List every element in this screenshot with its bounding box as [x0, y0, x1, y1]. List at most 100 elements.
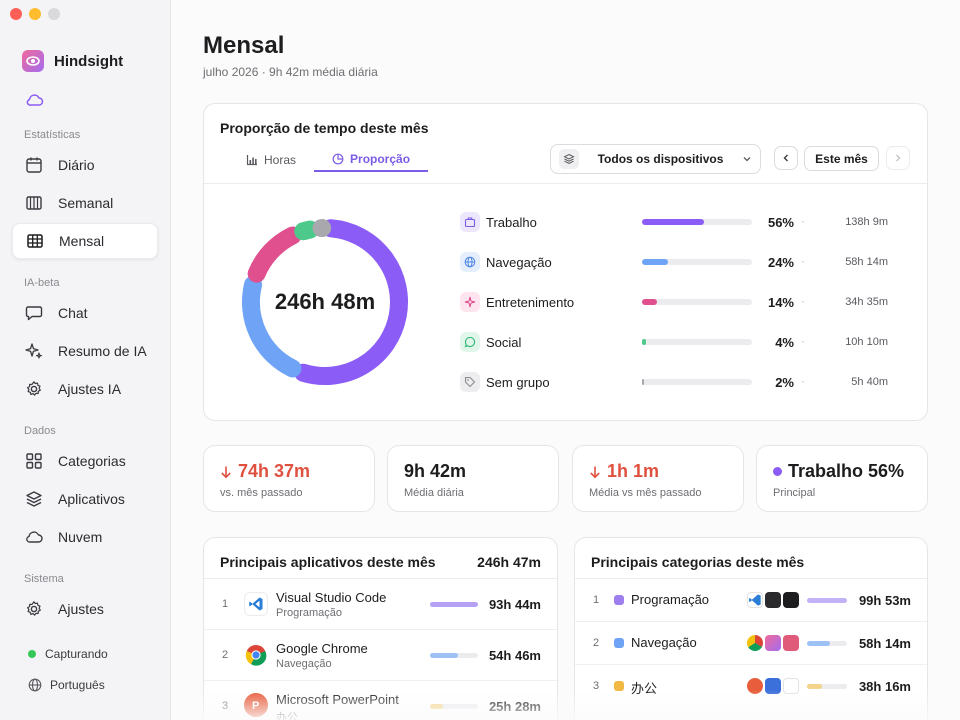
eye-logo-icon	[22, 50, 44, 72]
proportion-card-title: Proporção de tempo deste mês	[220, 120, 429, 136]
donut-segment-navegação[interactable]	[242, 275, 302, 378]
category-row-entretenimento[interactable]: Entretenimento 14% · 34h 35m	[460, 290, 900, 314]
category-bar-fill	[642, 379, 645, 385]
table-row[interactable]: 1 Visual Studio Code Programação 93h 44m	[204, 579, 557, 630]
view-tabs: Horas Proporção	[228, 148, 429, 172]
donut-segment-trabalho[interactable]	[294, 219, 408, 385]
category-row-social[interactable]: Social 4% · 10h 10m	[460, 330, 900, 354]
category-bar-fill	[642, 299, 658, 305]
minimize-window-button[interactable]	[29, 8, 41, 20]
sidebar-item-label: Semanal	[58, 195, 114, 211]
sidebar-item-label: Ajustes IA	[58, 381, 122, 397]
sidebar-item-settings[interactable]: Ajustes	[12, 591, 158, 627]
sidebar-item-weekly[interactable]: Semanal	[12, 185, 158, 221]
gear-icon	[27, 601, 41, 616]
app-category: Programação	[276, 607, 343, 619]
table-row[interactable]: 1 Programação 99h 53m	[575, 579, 927, 622]
chevron-down-icon	[743, 157, 751, 162]
row-rank: 1	[222, 598, 229, 610]
category-name: Sem grupo	[486, 374, 550, 390]
section-label-ai: IA-beta	[24, 277, 60, 289]
app-time: 54h 46m	[488, 648, 541, 663]
next-period-button[interactable]	[886, 146, 910, 170]
category-bar	[642, 299, 752, 305]
category-swatch	[614, 638, 624, 648]
sidebar-item-ai-settings[interactable]: Ajustes IA	[12, 371, 158, 407]
stat-label: Principal	[773, 487, 816, 499]
globe-icon	[28, 678, 42, 692]
app-name: Microsoft PowerPoint	[276, 692, 399, 707]
sidebar-item-ai-summary[interactable]: Resumo de IA	[12, 333, 158, 369]
sidebar-item-apps[interactable]: Aplicativos	[12, 481, 158, 517]
language-switcher[interactable]: Português	[28, 678, 105, 692]
sidebar-item-daily[interactable]: Diário	[12, 147, 158, 183]
bar-chart-icon	[246, 155, 257, 166]
top-categories-title: Principais categorias deste mês	[591, 554, 805, 570]
category-row-sem-grupo[interactable]: Sem grupo 2% · 5h 40m	[460, 370, 900, 394]
category-app-icons	[747, 678, 799, 694]
table-row[interactable]: 3 办公 38h 16m	[575, 665, 927, 708]
top-apps-card: Principais aplicativos deste mês 246h 47…	[203, 537, 558, 720]
sidebar-item-label: Chat	[58, 305, 88, 321]
window-controls	[10, 8, 60, 20]
tab-hours-label: Horas	[264, 153, 297, 167]
sidebar-item-cloud[interactable]: Nuvem	[12, 519, 158, 555]
list-divider	[204, 578, 557, 579]
stat-card-top-category: Trabalho 56% Principal	[756, 445, 928, 512]
brand-name: Hindsight	[54, 52, 124, 70]
close-window-button[interactable]	[10, 8, 22, 20]
grid-icon	[27, 234, 43, 248]
vscode-icon	[747, 592, 763, 608]
stat-value-text: 74h 37m	[238, 461, 311, 481]
vscode-icon	[244, 592, 268, 616]
tab-hours[interactable]: Horas	[228, 148, 314, 172]
table-row[interactable]: 3 P Microsoft PowerPoint 办公 25h 28m	[204, 681, 557, 720]
stat-card-average-vs-last-month: 1h 1m Média vs mês passado	[572, 445, 744, 512]
category-row-navegação[interactable]: Navegação 24% · 58h 14m	[460, 250, 900, 274]
app-name: Visual Studio Code	[276, 590, 387, 605]
capture-status: Capturando	[28, 647, 108, 661]
stat-card-daily-average: 9h 42m Média diária	[387, 445, 559, 512]
language-label: Português	[50, 678, 105, 692]
section-label-data: Dados	[24, 425, 56, 437]
page-subtitle: julho 2026 · 9h 42m média diária	[203, 65, 378, 79]
category-percent: 14%	[767, 294, 794, 310]
cloud-sync-icon[interactable]	[26, 93, 44, 112]
previous-period-button[interactable]	[774, 146, 798, 170]
sidebar-item-chat[interactable]: Chat	[12, 295, 158, 331]
tab-proportion-label: Proporção	[350, 152, 411, 166]
tab-proportion[interactable]: Proporção	[314, 148, 429, 172]
app-time: 25h 28m	[488, 699, 541, 714]
sidebar-item-monthly[interactable]: Mensal	[12, 223, 158, 259]
table-row[interactable]: 2 Navegação 58h 14m	[575, 622, 927, 665]
this-month-button[interactable]: Este mês	[804, 146, 879, 171]
separator-dot: ·	[801, 296, 805, 308]
usage-bar-fill	[807, 684, 823, 689]
calendar-icon	[26, 157, 42, 173]
donut-segment-entretenimento[interactable]	[247, 226, 302, 283]
donut-svg	[242, 219, 408, 385]
category-row-trabalho[interactable]: Trabalho 56% · 138h 9m	[460, 210, 900, 234]
category-name: 办公	[631, 681, 658, 696]
zoom-window-button[interactable]	[48, 8, 60, 20]
top-categories-header: Principais categorias deste mês	[591, 554, 911, 570]
chat-icon	[25, 306, 43, 321]
donut-chart: 246h 48m	[232, 209, 418, 395]
table-row[interactable]: 2 Google Chrome Navegação 54h 46m	[204, 630, 557, 681]
status-dot	[28, 650, 36, 658]
capture-status-label: Capturando	[45, 647, 108, 661]
category-bar	[642, 339, 752, 345]
device-select[interactable]: Todos os dispositivos	[550, 144, 761, 174]
category-name: Navegação	[631, 635, 697, 650]
category-hours: 58h 14m	[845, 256, 888, 268]
donut-total: 246h 48m	[274, 289, 376, 314]
donut-segment-social[interactable]	[294, 220, 319, 241]
category-bar	[642, 259, 752, 265]
chevron-right-icon	[896, 154, 901, 162]
sidebar: Hindsight Estatísticas Diário Semanal Me…	[0, 0, 171, 720]
category-swatch	[614, 595, 624, 605]
sidebar-item-categories[interactable]: Categorias	[12, 443, 158, 479]
proportion-card: Proporção de tempo deste mês Horas Propo…	[203, 103, 928, 421]
app-icon	[783, 678, 799, 694]
sidebar-item-label: Resumo de IA	[58, 343, 147, 359]
